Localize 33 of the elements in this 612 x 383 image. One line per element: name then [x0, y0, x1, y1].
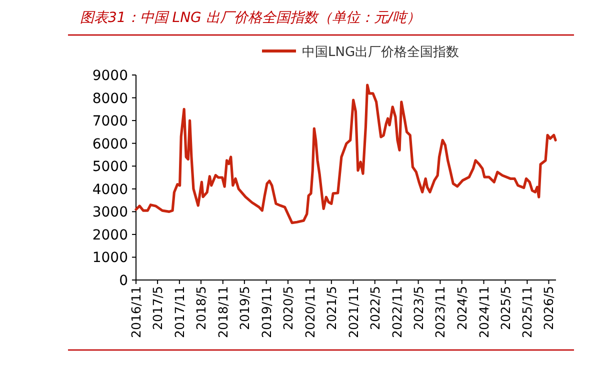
- y-tick-label: 1000: [92, 250, 128, 266]
- y-tick-label: 6000: [92, 136, 128, 152]
- x-tick-label: 2019/11: [258, 286, 274, 338]
- x-tick-label: 2017/11: [172, 286, 187, 338]
- x-tick-label: 2023/5: [410, 286, 426, 330]
- y-tick-label: 7000: [92, 114, 128, 130]
- x-tick-label: 2025/5: [498, 286, 513, 330]
- x-tick-label: 2022/11: [389, 286, 404, 338]
- x-tick-label: 2021/11: [346, 286, 361, 338]
- x-tick-label: 2019/5: [236, 286, 252, 330]
- x-tick-label: 2024/11: [476, 286, 492, 338]
- x-tick-label: 2018/11: [215, 286, 230, 338]
- y-tick-label: 3000: [92, 204, 128, 221]
- y-tick-label: 2000: [92, 227, 128, 244]
- x-tick-label: 2020/11: [302, 286, 318, 338]
- x-tick-label: 2021/5: [324, 286, 339, 330]
- x-tick-label: 2023/11: [432, 286, 448, 338]
- chart-title: 图表31：中国 LNG 出厂价格全国指数（单位：元/吨）: [80, 10, 421, 26]
- y-tick-label: 4000: [92, 182, 128, 198]
- legend-label: 中国LNG出厂价格全国指数: [302, 45, 460, 60]
- y-tick-label: 0: [119, 273, 128, 289]
- y-tick-label: 8000: [92, 90, 128, 107]
- x-tick-label: 2025/11: [520, 286, 535, 338]
- x-tick-label: 2018/5: [193, 286, 208, 330]
- x-tick-label: 2022/5: [367, 286, 382, 330]
- line-series: [134, 84, 557, 224]
- x-tick-label: 2020/5: [280, 286, 296, 330]
- x-tick-label: 2017/5: [150, 286, 166, 330]
- x-tick-label: 2026/5: [541, 286, 556, 330]
- y-tick-label: 9000: [92, 68, 128, 84]
- y-tick-label: 5000: [92, 159, 128, 176]
- x-tick-label: 2024/5: [454, 286, 470, 330]
- x-tick-label: 2016/11: [128, 286, 144, 338]
